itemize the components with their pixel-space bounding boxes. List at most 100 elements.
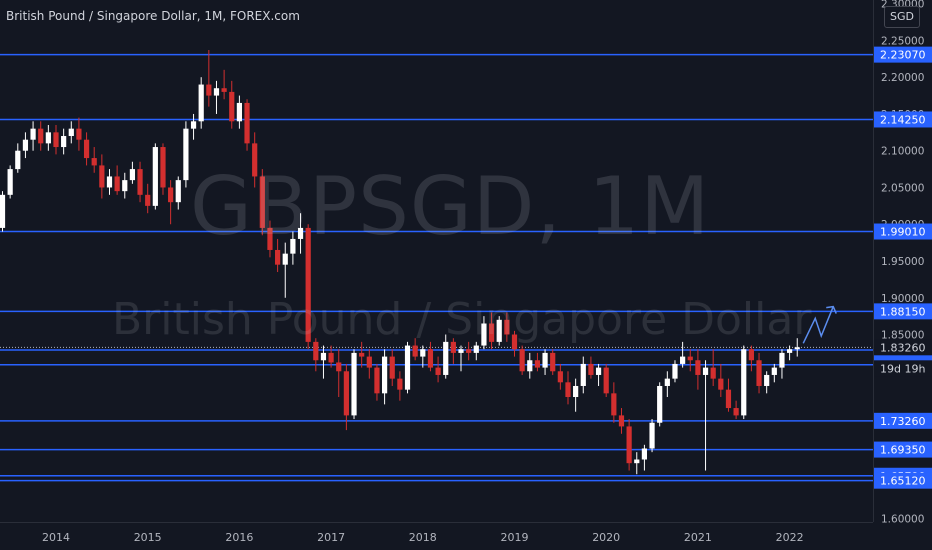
- level-price-tag-bg: [874, 46, 932, 63]
- candle: [603, 363, 609, 398]
- candle: [687, 349, 693, 372]
- candle: [481, 316, 487, 350]
- candle-body: [213, 88, 220, 96]
- candle-body: [710, 367, 716, 379]
- level-price-tag-bg: [874, 303, 932, 320]
- candle-body: [244, 102, 250, 144]
- candle-body: [351, 352, 357, 416]
- candle: [458, 345, 464, 372]
- level-price-tag: 1.88150: [874, 303, 932, 320]
- candle-body: [343, 371, 349, 416]
- candle: [305, 224, 311, 350]
- candle: [504, 312, 510, 342]
- candle: [244, 99, 250, 151]
- candle: [557, 363, 563, 390]
- candle: [175, 176, 181, 210]
- price-axis[interactable]: 2.300002.250002.200002.150002.100002.050…: [873, 0, 932, 550]
- candle: [320, 345, 327, 379]
- candle: [61, 128, 67, 155]
- candle-body: [435, 367, 441, 375]
- candle-body: [511, 334, 518, 350]
- candle: [427, 341, 434, 372]
- y-tick-label: 2.25000: [881, 35, 924, 47]
- candle-body: [748, 349, 754, 361]
- candle-body: [450, 341, 456, 353]
- candle-body: [267, 227, 273, 250]
- candle-body: [695, 360, 701, 375]
- level-price-tag: 1.69350: [874, 441, 932, 458]
- candle-body: [488, 323, 495, 342]
- y-tick-label: 1.95000: [881, 256, 924, 268]
- candle-body: [374, 367, 380, 394]
- candle: [366, 349, 372, 379]
- candle: [710, 349, 716, 386]
- candle: [634, 452, 640, 475]
- candle: [343, 363, 349, 431]
- candle-body: [83, 139, 90, 159]
- level-price-tag-bg: [874, 472, 932, 489]
- candle: [91, 147, 97, 173]
- candle-body: [168, 187, 174, 203]
- candle-body: [496, 319, 502, 342]
- y-tick-label: 2.20000: [881, 72, 924, 84]
- candle: [129, 161, 136, 184]
- candle: [168, 180, 174, 225]
- x-tick-label: 2017: [317, 531, 345, 544]
- candle-body: [30, 128, 36, 140]
- candle: [618, 408, 625, 434]
- y-tick-label: 1.85000: [881, 330, 924, 342]
- x-tick-label: 2016: [225, 531, 253, 544]
- level-price-tag-text: 1.65120: [880, 475, 926, 488]
- candle-body: [45, 132, 51, 144]
- candle-body: [275, 249, 281, 265]
- candle: [145, 183, 151, 214]
- candle-body: [38, 128, 44, 144]
- level-price-tag-text: 2.14250: [880, 113, 926, 126]
- level-price-tag-bg: [874, 223, 932, 240]
- x-tick-label: 2019: [501, 531, 529, 544]
- candle-body: [53, 132, 59, 148]
- projection-path: [802, 306, 834, 344]
- level-price-tag-text: 1.73260: [880, 415, 926, 428]
- currency-button[interactable]: SGD: [884, 6, 920, 28]
- candle-body: [573, 385, 579, 398]
- candle-body: [481, 323, 487, 346]
- candle: [22, 132, 29, 159]
- time-axis[interactable]: 2014 2015 2016 2017 2018 2019 2020 2021 2022: [0, 522, 873, 545]
- candle-body: [458, 349, 464, 353]
- candle-body: [534, 360, 541, 368]
- level-price-tag-text: 1.99010: [880, 226, 926, 239]
- candle: [420, 345, 426, 368]
- candle: [313, 338, 319, 372]
- countdown-tag-bg: [874, 360, 932, 377]
- candle-body: [198, 84, 204, 122]
- level-price-tag-bg: [874, 441, 932, 458]
- candle-body: [664, 378, 670, 386]
- candle-body: [397, 378, 403, 390]
- candle-body: [542, 352, 548, 368]
- candle: [672, 360, 678, 383]
- candle: [725, 378, 732, 412]
- candle-body: [680, 356, 686, 364]
- candle: [680, 341, 686, 368]
- candle-body: [649, 422, 655, 449]
- candle: [741, 345, 747, 420]
- candle: [542, 349, 548, 375]
- candle: [702, 360, 709, 471]
- candle-body: [0, 194, 6, 228]
- candle-body: [603, 367, 609, 394]
- level-price-tag-text: 1.88150: [880, 305, 926, 318]
- candle: [198, 77, 204, 129]
- candle: [351, 349, 357, 420]
- candle-body: [725, 389, 732, 409]
- level-price-tag-text: 2.23070: [880, 49, 926, 62]
- candle: [381, 349, 388, 405]
- candle: [229, 80, 235, 129]
- projection-arrow: [802, 305, 837, 344]
- price-axis-bg: [873, 0, 932, 550]
- candle: [527, 352, 533, 379]
- x-tick-label: 2015: [134, 531, 162, 544]
- candle: [565, 371, 571, 405]
- candle-body: [320, 352, 327, 361]
